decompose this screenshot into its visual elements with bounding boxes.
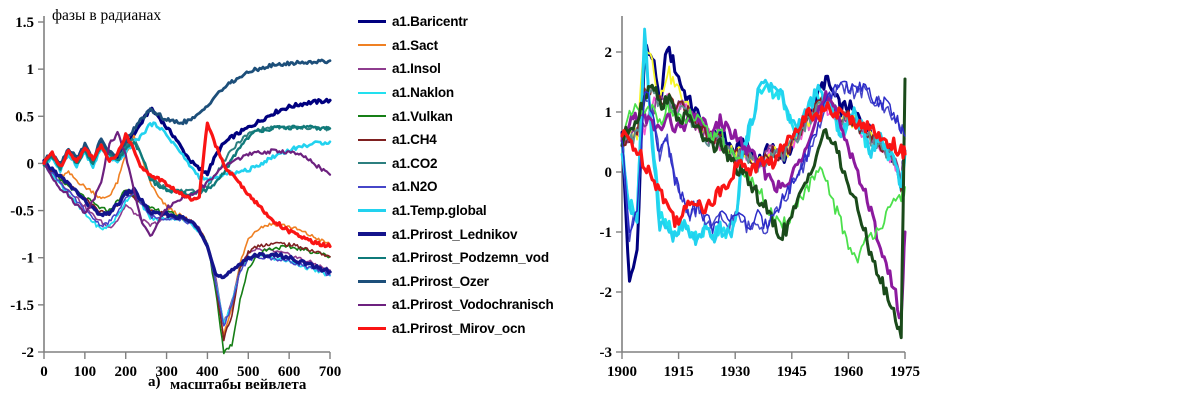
legend-a: a1.Baricentr a1.Sact a1.Insol a1.Naklon a1.V… — [358, 10, 554, 340]
legend-color-swatch — [358, 279, 386, 283]
legend-item[interactable]: a1.N2O — [358, 175, 554, 199]
legend-item[interactable]: a1.Sact — [358, 34, 554, 58]
legend-color-swatch — [358, 44, 386, 47]
legend-item-label: a1.Prirost_Lednikov — [392, 226, 518, 242]
legend-color-swatch — [358, 232, 386, 236]
legend-item[interactable]: a1.Prirost_Lednikov — [358, 222, 554, 246]
y-tick-label: 0.5 — [15, 109, 34, 125]
legend-item[interactable]: a1.CO2 — [358, 152, 554, 176]
legend-item[interactable]: a1.Prirost_Vodochranisch — [358, 293, 554, 317]
x-tick-label: 200 — [114, 364, 137, 380]
legend-item-label: a1.Baricentr — [392, 14, 468, 30]
series-line — [43, 160, 331, 327]
legend-item[interactable]: a1.Insol — [358, 57, 554, 81]
x-tick-label: 1900 — [607, 364, 637, 380]
legend-color-swatch — [358, 67, 386, 70]
legend-item[interactable]: a1.Naklon — [358, 81, 554, 105]
y-tick-label: -2 — [600, 285, 613, 301]
legend-color-swatch — [358, 138, 386, 141]
x-tick-label: 1960 — [833, 364, 863, 380]
legend-item[interactable]: a1.Vulkan — [358, 104, 554, 128]
legend-color-swatch — [358, 162, 386, 165]
series-line — [42, 160, 332, 280]
x-tick-label: 1975 — [890, 364, 920, 380]
legend-item-label: a1.Prirost_Ozer — [392, 273, 489, 289]
legend-item-label: a1.CH4 — [392, 132, 437, 148]
plot-area-b: 2 1 0 -1 -2 -3 1900 1915 1930 1945 1960 1975 — [600, 16, 920, 380]
series-line — [620, 42, 907, 241]
legend-item-label: a1.Prirost_Podzemn_vod — [392, 250, 549, 266]
x-tick-label: 400 — [196, 364, 219, 380]
chart-panel-b: фазы в радианах 210-1-2-3190019151930194… — [580, 0, 1178, 406]
legend-item-label: a1.Naklon — [392, 85, 454, 101]
x-tick-label: 0 — [40, 364, 48, 380]
x-tick-label: 1945 — [777, 364, 807, 380]
legend-item[interactable]: a1.Prirost_Ozer — [358, 270, 554, 294]
plot-area-a: 1.5 1 0.5 0 -0.5 -1 -1.5 -2 0 100 200 300 400 500 600 7… — [10, 15, 342, 380]
legend-item[interactable]: a1.Prirost_Mirov_ocn — [358, 317, 554, 341]
legend-color-swatch — [358, 209, 386, 212]
x-tick-label: 500 — [237, 364, 260, 380]
series-line — [43, 134, 331, 337]
y-tick-label: -3 — [600, 345, 613, 361]
chart-panel-a: фазы в радианах 1.5 1 0.5 0 -0.5 -1 -1.5 -2 0 100… — [0, 0, 580, 406]
y-tick-label: -1 — [22, 251, 35, 267]
y-tick-label: 0 — [605, 165, 613, 181]
legend-color-swatch — [358, 326, 386, 331]
x-tick-label: 100 — [74, 364, 97, 380]
y-tick-label: -1 — [600, 225, 613, 241]
legend-item-label: a1.Insol — [392, 61, 441, 77]
x-tick-label: 300 — [155, 364, 178, 380]
y-tick-label: -0.5 — [10, 204, 34, 220]
series-line — [43, 162, 331, 326]
legend-item[interactable]: a1.CH4 — [358, 128, 554, 152]
legend-color-swatch — [358, 91, 386, 94]
legend-item-label: a1.CO2 — [392, 155, 438, 171]
legend-item-label: a1.Vulkan — [392, 108, 453, 124]
x-tick-label: 1915 — [664, 364, 694, 380]
legend-item-label: a1.Prirost_Vodochranisch — [392, 297, 554, 313]
series-line — [42, 97, 332, 177]
series-line — [42, 58, 332, 165]
x-axis-label-a: масштабы вейвлета — [170, 377, 307, 393]
legend-item[interactable]: a1.Baricentr — [358, 10, 554, 34]
series-line — [42, 121, 332, 249]
y-tick-label: 1.5 — [15, 15, 34, 31]
legend-color-swatch — [358, 303, 386, 307]
legend-item-label: a1.Sact — [392, 37, 438, 53]
y-tick-label: 0 — [27, 156, 35, 172]
series-line — [620, 101, 907, 228]
chart-title-a: фазы в радианах — [52, 7, 162, 24]
legend-color-swatch — [358, 115, 386, 118]
legend-item-label: a1.Prirost_Mirov_ocn — [392, 321, 526, 337]
legend-color-swatch — [358, 185, 386, 188]
legend-item[interactable]: a1.Prirost_Podzemn_vod — [358, 246, 554, 270]
series-line — [43, 161, 331, 325]
panel-label-a: a) — [148, 374, 161, 390]
x-tick-label: 700 — [319, 364, 342, 380]
y-tick-label: 1 — [605, 105, 613, 121]
y-tick-label: -2 — [22, 345, 35, 361]
series-line — [620, 77, 907, 340]
legend-color-swatch — [358, 256, 386, 259]
series-line — [620, 90, 907, 320]
legend-item-label: a1.N2O — [392, 179, 438, 195]
x-tick-label: 1930 — [720, 364, 750, 380]
legend-item[interactable]: a1.Temp.global — [358, 199, 554, 223]
legend-color-swatch — [358, 20, 386, 24]
x-tick-label: 600 — [278, 364, 301, 380]
legend-item-label: a1.Temp.global — [392, 203, 487, 219]
y-tick-label: 1 — [27, 62, 35, 78]
y-tick-label: -1.5 — [10, 298, 34, 314]
series-line — [621, 80, 906, 234]
y-tick-label: 2 — [605, 45, 613, 61]
